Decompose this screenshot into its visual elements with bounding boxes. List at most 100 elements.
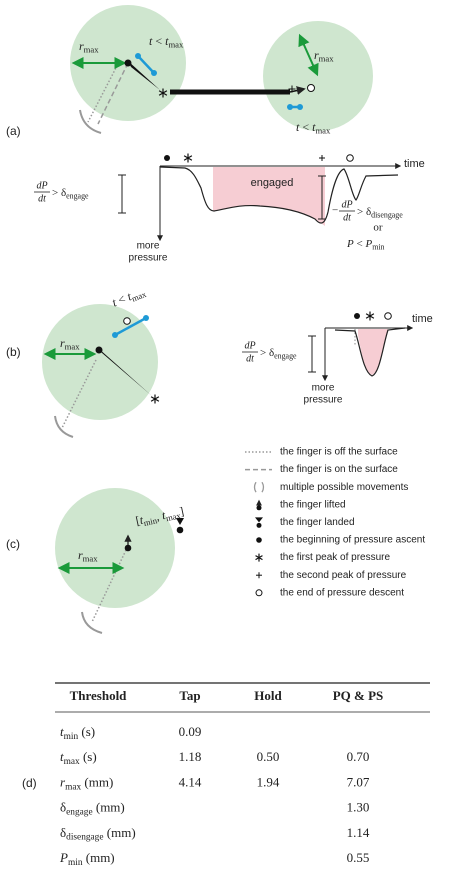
disengage-condition: > δdisengage bbox=[357, 206, 403, 220]
math-part: t bbox=[312, 120, 316, 134]
math-part: t bbox=[110, 295, 119, 309]
legend-symbol bbox=[255, 589, 263, 597]
table-header: PQ & PS bbox=[333, 688, 384, 703]
off-surface-path bbox=[61, 359, 97, 429]
math-part: r bbox=[78, 548, 83, 562]
legend-symbol bbox=[255, 517, 263, 523]
math-part: > δ bbox=[52, 187, 66, 199]
math-part: engage bbox=[66, 191, 89, 200]
row-label: tmax (s) bbox=[60, 749, 97, 767]
fraction-numerator: dP bbox=[36, 180, 47, 191]
touch-area bbox=[263, 21, 373, 131]
pressure-curve bbox=[334, 327, 406, 377]
land-dot bbox=[176, 526, 184, 534]
fraction-denominator: dt bbox=[246, 353, 254, 364]
math-part: > δ bbox=[260, 347, 274, 359]
math-part: t bbox=[138, 512, 145, 527]
table-cell: 1.94 bbox=[257, 774, 280, 789]
legend-symbol bbox=[261, 481, 265, 493]
panel-a-diagram bbox=[70, 5, 373, 134]
time-dot bbox=[135, 53, 141, 59]
time-limit-label: t < tmax bbox=[149, 34, 184, 50]
legend-symbol bbox=[256, 505, 262, 511]
engage-condition: > δengage bbox=[52, 187, 89, 201]
table-cell: 1.14 bbox=[347, 825, 370, 840]
math-part: disengage bbox=[371, 210, 403, 219]
legend-label: the finger landed bbox=[280, 517, 355, 528]
math-part: P bbox=[59, 850, 68, 865]
table-cell: 4.14 bbox=[179, 774, 202, 789]
panel-label: (d) bbox=[22, 776, 37, 790]
math-part: r bbox=[79, 39, 84, 53]
math-part: max bbox=[319, 54, 335, 64]
math-part: disengage bbox=[66, 833, 103, 843]
math-part: max bbox=[84, 45, 100, 55]
end-circle bbox=[307, 84, 315, 92]
interval-label: [tmin, tmax] bbox=[134, 504, 185, 530]
radius-label: rmax bbox=[79, 39, 99, 55]
time-limit-label: t < tmax bbox=[296, 120, 331, 136]
row-label: tmin (s) bbox=[60, 724, 95, 742]
panel-label: (b) bbox=[6, 345, 21, 359]
row-label: rmax (mm) bbox=[60, 774, 113, 792]
legend-label: the finger is on the surface bbox=[280, 464, 398, 475]
math-part: min bbox=[64, 732, 79, 742]
touch-area bbox=[42, 304, 158, 420]
math-part: P bbox=[346, 238, 354, 250]
math-part: max bbox=[83, 554, 99, 564]
engage-condition: > δengage bbox=[260, 347, 297, 361]
table-cell: 1.18 bbox=[179, 749, 202, 764]
legend: the finger is off the surface the finger … bbox=[245, 447, 425, 598]
axis-label: time bbox=[404, 158, 425, 170]
fraction-denominator: dt bbox=[343, 212, 351, 223]
time-dot bbox=[297, 104, 303, 110]
legend-label: the finger is off the surface bbox=[280, 447, 398, 458]
or-label: or bbox=[373, 222, 383, 234]
descent-marker bbox=[384, 312, 392, 320]
math-part: (mm) bbox=[81, 774, 113, 789]
math-part: engage bbox=[274, 351, 297, 360]
wedge bbox=[98, 348, 152, 396]
engage-bracket bbox=[118, 174, 126, 214]
math-part: ] bbox=[178, 504, 185, 519]
legend-label: the second peak of pressure bbox=[280, 570, 407, 581]
math-part: > δ bbox=[357, 206, 371, 218]
legend-symbol bbox=[253, 481, 257, 493]
axis-label: pressure bbox=[129, 253, 168, 264]
row-label: δdisengage (mm) bbox=[60, 825, 136, 843]
math-part: max bbox=[315, 126, 331, 136]
radius-label: rmax bbox=[314, 48, 334, 64]
math-part: r bbox=[60, 336, 65, 350]
legend-label: the end of pressure descent bbox=[280, 587, 404, 598]
math-part: max bbox=[65, 782, 81, 792]
axis-label: more bbox=[312, 383, 335, 394]
engaged-region bbox=[358, 329, 388, 375]
table-cell: 7.07 bbox=[347, 774, 370, 789]
math-part: max bbox=[165, 510, 182, 523]
radius-label: rmax bbox=[60, 336, 80, 352]
axis-label: time bbox=[412, 313, 433, 325]
start-dot bbox=[124, 59, 132, 67]
disengage-bracket bbox=[318, 175, 326, 220]
radius-arrow bbox=[298, 33, 319, 77]
peak-star bbox=[183, 155, 193, 161]
math-part: < bbox=[152, 34, 165, 48]
table-header: Tap bbox=[179, 688, 200, 703]
math-part: (mm) bbox=[83, 850, 115, 865]
peak-star bbox=[150, 396, 160, 402]
math-part: [ bbox=[134, 513, 141, 528]
pressure-curve bbox=[159, 166, 399, 224]
engaged-region bbox=[213, 167, 325, 226]
off-surface-path bbox=[87, 61, 120, 123]
touch-area bbox=[55, 488, 175, 608]
math-part: t bbox=[165, 34, 169, 48]
time-dot bbox=[151, 70, 157, 76]
minus-sign: − bbox=[332, 205, 338, 217]
legend-label: the finger lifted bbox=[280, 499, 346, 510]
table-cell: 0.50 bbox=[257, 749, 280, 764]
off-surface-path bbox=[91, 549, 127, 623]
math-part: (mm) bbox=[104, 825, 136, 840]
table-cell: 1.30 bbox=[347, 800, 370, 815]
row-label: δengage (mm) bbox=[60, 800, 125, 818]
